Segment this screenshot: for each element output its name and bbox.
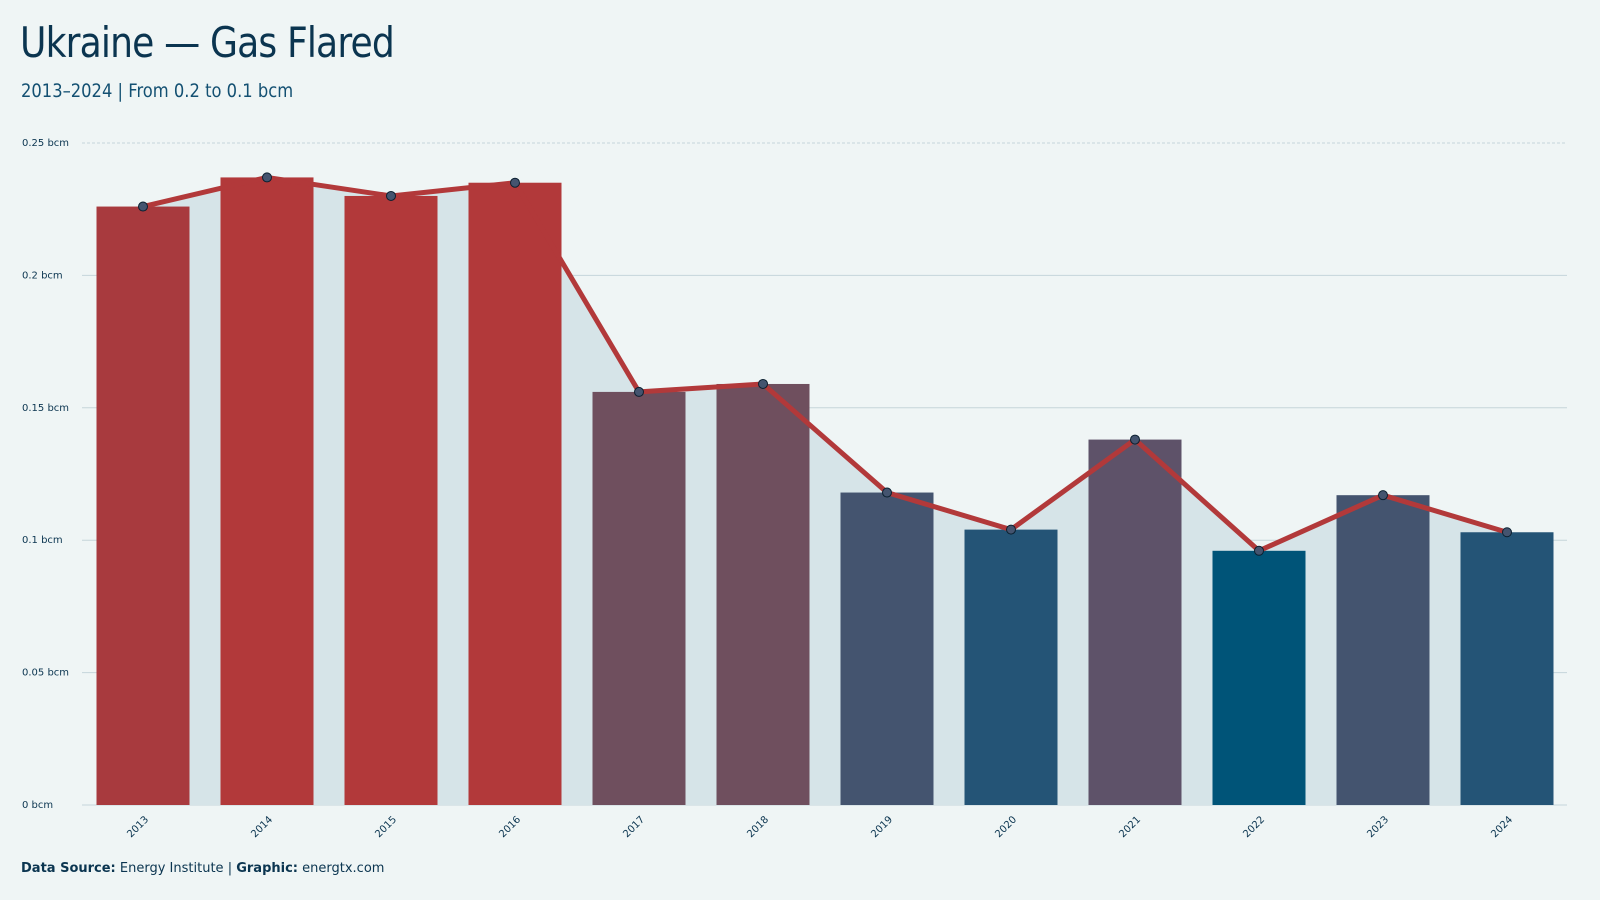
point-2020: [1006, 524, 1016, 535]
bar-2020: [964, 529, 1058, 805]
point-2017: [634, 386, 644, 397]
point-2013: [138, 201, 148, 212]
y-tick-label: 0.15 bcm: [22, 403, 69, 414]
x-tick-label-2021: 2021: [1117, 814, 1143, 840]
bar-2018: [716, 383, 810, 805]
trend-points: [138, 172, 1512, 556]
bar-2014: [220, 177, 314, 805]
point-2016: [510, 177, 520, 188]
bar-2022: [1212, 550, 1306, 805]
source-label: Data Source:: [21, 861, 116, 876]
x-tick-label-2023: 2023: [1365, 814, 1391, 840]
point-2014: [262, 172, 272, 183]
point-2019: [882, 487, 892, 498]
y-axis-ticks: 0 bcm 0.05 bcm 0.1 bcm 0.15 bcm 0.2 bcm 0.25 …: [22, 138, 69, 811]
y-tick-label: 0.1 bcm: [22, 535, 63, 546]
x-tick-label-2015: 2015: [373, 814, 399, 840]
bar-2023: [1336, 495, 1430, 805]
source-value: Energy Institute: [119, 861, 224, 876]
bars: [96, 177, 1554, 806]
point-2023: [1378, 490, 1388, 501]
trend-line: [140, 174, 1510, 554]
point-2024: [1502, 527, 1512, 538]
bar-2016: [468, 182, 562, 806]
bar-2013: [96, 206, 190, 805]
graphic-label: Graphic:: [236, 861, 298, 876]
x-tick-label-2024: 2024: [1489, 814, 1515, 840]
y-tick-label: 0.25 bcm: [22, 138, 69, 149]
bar-2017: [592, 391, 686, 805]
point-2022: [1254, 545, 1264, 556]
footer-credits: Data Source: Energy Institute | Graphic:…: [21, 861, 384, 876]
x-tick-label-2020: 2020: [993, 814, 1019, 840]
trend-line-path: [140, 174, 1510, 554]
x-tick-label-2019: 2019: [869, 814, 895, 840]
x-tick-label-2016: 2016: [497, 814, 523, 840]
bar-2024: [1460, 532, 1554, 805]
chart-subtitle: 2013–2024 | From 0.2 to 0.1 bcm: [21, 80, 294, 102]
x-axis-ticks: 2013 2014 2015 2016 2017 2018 2019 2020 2021 2022…: [125, 814, 1515, 840]
point-2018: [758, 378, 768, 389]
graphic-value: energtx.com: [302, 861, 385, 876]
x-tick-label-2018: 2018: [745, 814, 771, 840]
y-tick-label: 0.05 bcm: [22, 668, 69, 679]
bar-2019: [840, 492, 934, 805]
point-2015: [386, 190, 396, 201]
x-tick-label-2017: 2017: [621, 814, 647, 840]
point-2021: [1130, 434, 1140, 445]
bar-2021: [1088, 439, 1182, 805]
footer-separator: |: [227, 861, 233, 876]
x-tick-label-2013: 2013: [125, 814, 151, 840]
bar-2015: [344, 195, 438, 805]
x-tick-label-2022: 2022: [1241, 814, 1267, 840]
y-tick-label: 0 bcm: [22, 800, 53, 811]
chart-title: Ukraine — Gas Flared: [20, 18, 395, 67]
x-tick-label-2014: 2014: [249, 814, 275, 840]
y-tick-label: 0.2 bcm: [22, 270, 63, 281]
